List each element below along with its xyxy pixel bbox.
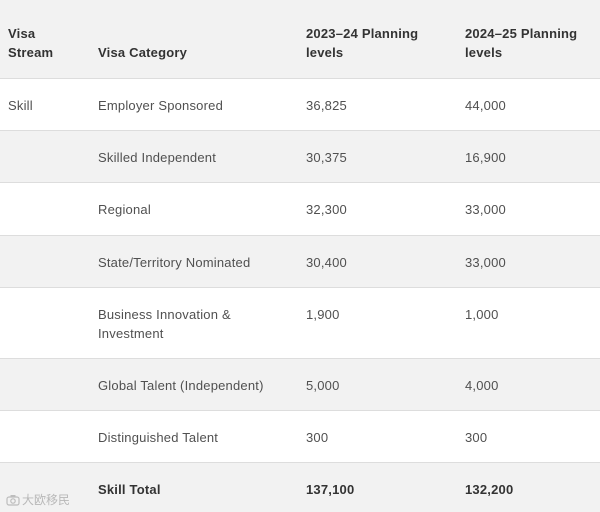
cell-stream [0,182,90,236]
header-2024-25-planning: 2024–25 Planning levels [457,0,600,79]
cell-stream [0,235,90,288]
table-body: Skill Employer Sponsored 36,825 44,000 S… [0,78,600,512]
cell-2024-25: 44,000 [457,78,600,131]
table-row: Regional 32,300 33,000 [0,182,600,236]
camera-icon [6,494,20,506]
table-row: Global Talent (Independent) 5,000 4,000 [0,358,600,411]
watermark-text: 大欧移民 [22,493,71,507]
header-2023-24-planning: 2023–24 Planning levels [298,0,457,79]
cell-stream [0,130,90,183]
cell-2024-25: 300 [457,410,600,463]
table-row: Skill Employer Sponsored 36,825 44,000 [0,78,600,131]
table-row: Business Innovation & Investment 1,900 1… [0,287,600,359]
total-row: Skill Total 137,100 132,200 [0,462,600,512]
cell-category: Employer Sponsored [90,78,298,131]
cell-category: Regional [90,182,298,236]
table-header: Visa Stream Visa Category 2023–24 Planni… [0,0,600,79]
cell-2023-24: 32,300 [298,182,457,236]
cell-2023-24: 5,000 [298,358,457,411]
cell-2023-24: 300 [298,410,457,463]
cell-2023-24: 36,825 [298,78,457,131]
header-visa-stream: Visa Stream [0,0,90,79]
header-visa-category: Visa Category [90,0,298,79]
cell-2024-25: 4,000 [457,358,600,411]
total-label: Skill Total [90,462,298,512]
cell-stream: Skill [0,78,90,131]
table-row: State/Territory Nominated 30,400 33,000 [0,235,600,288]
cell-stream [0,358,90,411]
header-row: Visa Stream Visa Category 2023–24 Planni… [0,0,600,79]
cell-category: Business Innovation & Investment [90,287,298,359]
total-2023-24: 137,100 [298,462,457,512]
total-stream [0,462,90,512]
cell-2024-25: 33,000 [457,182,600,236]
cell-category: Global Talent (Independent) [90,358,298,411]
cell-category: Distinguished Talent [90,410,298,463]
watermark: 大欧移民 [6,491,70,508]
cell-2024-25: 1,000 [457,287,600,359]
cell-2023-24: 1,900 [298,287,457,359]
table-row: Skilled Independent 30,375 16,900 [0,130,600,183]
table-row: Distinguished Talent 300 300 [0,410,600,463]
cell-2023-24: 30,400 [298,235,457,288]
cell-2023-24: 30,375 [298,130,457,183]
cell-stream [0,287,90,359]
cell-category: State/Territory Nominated [90,235,298,288]
cell-stream [0,410,90,463]
cell-category: Skilled Independent [90,130,298,183]
cell-2024-25: 33,000 [457,235,600,288]
total-2024-25: 132,200 [457,462,600,512]
cell-2024-25: 16,900 [457,130,600,183]
